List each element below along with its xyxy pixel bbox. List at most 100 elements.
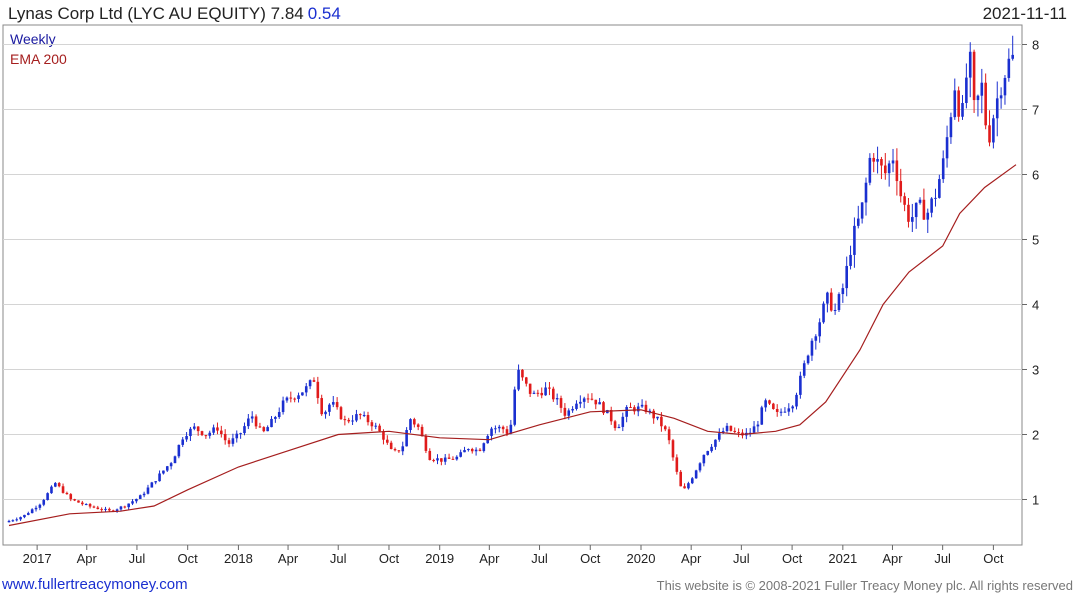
candle-body	[972, 51, 976, 101]
candle-body	[891, 160, 895, 164]
candle-body	[609, 410, 613, 422]
candle-body	[378, 425, 381, 432]
candle-body	[474, 449, 478, 452]
candle-body	[899, 181, 903, 197]
candle-body	[992, 118, 995, 143]
y-tick-label: 4	[1032, 298, 1039, 313]
candle-body	[459, 452, 462, 457]
candle-body	[594, 399, 598, 405]
candle-body	[814, 336, 818, 341]
chart-title: Lynas Corp Ltd (LYC AU EQUITY) 7.84	[8, 4, 304, 23]
candle-body	[640, 404, 644, 407]
candle-body	[663, 426, 667, 430]
candle-body	[308, 380, 312, 387]
candle-body	[644, 404, 648, 413]
candle-body	[914, 202, 918, 218]
candle-body	[467, 448, 470, 451]
candle-body	[957, 90, 960, 117]
candle-body	[984, 82, 987, 126]
candle-body	[903, 196, 906, 205]
y-tick-label: 7	[1032, 103, 1039, 118]
legend-ema: EMA 200	[10, 51, 67, 67]
candle-body	[138, 495, 142, 499]
y-tick-label: 6	[1032, 168, 1039, 183]
candle-body	[934, 197, 937, 199]
candle-body	[772, 403, 775, 409]
candle-body	[192, 426, 196, 429]
candle-body	[235, 433, 239, 439]
candle-body	[119, 506, 123, 510]
candle-body	[289, 397, 293, 399]
candle-body	[432, 460, 435, 462]
candle-body	[698, 463, 702, 471]
candle-body	[524, 377, 528, 384]
candle-body	[447, 457, 451, 459]
candle-body	[297, 395, 300, 400]
candle-body	[625, 406, 628, 417]
candle-body	[455, 456, 459, 460]
x-tick-label: Jul	[733, 551, 750, 566]
candle-body	[401, 446, 405, 452]
candle-body	[358, 414, 362, 416]
candle-body	[142, 493, 146, 496]
site-link[interactable]: www.fullertreacymoney.com	[2, 576, 188, 593]
candle-body	[162, 470, 165, 474]
candle-body	[799, 375, 802, 395]
candle-body	[328, 404, 331, 412]
candle-body	[490, 428, 493, 436]
candle-body	[559, 398, 563, 408]
candle-body	[274, 417, 277, 419]
candle-body	[38, 504, 42, 508]
candle-body	[856, 218, 860, 226]
y-tick-label: 8	[1032, 38, 1039, 53]
candle-body	[941, 158, 945, 180]
x-tick-label: 2018	[224, 551, 253, 566]
candle-body	[764, 400, 767, 408]
candle-body	[370, 422, 374, 427]
candle-body	[409, 419, 412, 431]
candle-body	[173, 456, 177, 464]
candle-body	[150, 482, 154, 488]
candle-body	[563, 407, 567, 416]
candle-body	[115, 509, 119, 512]
candle-body	[27, 513, 30, 515]
candle-body	[127, 503, 130, 508]
candle-body	[779, 411, 783, 413]
candle-body	[995, 98, 999, 119]
candle-body	[517, 369, 520, 390]
candle-body	[965, 77, 968, 104]
candle-body	[177, 444, 181, 457]
candle-body	[389, 442, 393, 450]
candle-body	[775, 408, 779, 412]
candle-body	[710, 446, 713, 452]
candle-body	[316, 381, 320, 399]
candle-body	[84, 504, 88, 506]
candle-body	[818, 322, 821, 337]
candle-body	[590, 398, 594, 400]
candle-body	[802, 363, 806, 376]
candle-body	[362, 415, 366, 417]
candle-body	[505, 429, 509, 434]
candle-body	[621, 416, 625, 427]
candle-body	[482, 443, 486, 451]
candle-body	[567, 410, 571, 416]
candle-body	[281, 400, 285, 413]
candle-body	[77, 500, 80, 503]
candle-body	[73, 499, 76, 501]
candle-body	[420, 426, 424, 437]
candle-body	[494, 428, 497, 430]
candle-body	[185, 436, 188, 440]
candle-body	[61, 486, 65, 493]
candle-body	[123, 506, 127, 508]
candle-body	[239, 433, 242, 435]
candle-body	[208, 432, 212, 436]
candle-body	[111, 510, 115, 512]
candle-body	[613, 421, 617, 429]
candle-body	[88, 504, 92, 507]
candle-body	[679, 471, 683, 487]
candle-body	[683, 486, 686, 489]
candle-body	[528, 383, 532, 394]
candle-body	[633, 407, 636, 412]
candle-body	[158, 473, 161, 482]
x-tick-label: Apr	[681, 551, 702, 566]
